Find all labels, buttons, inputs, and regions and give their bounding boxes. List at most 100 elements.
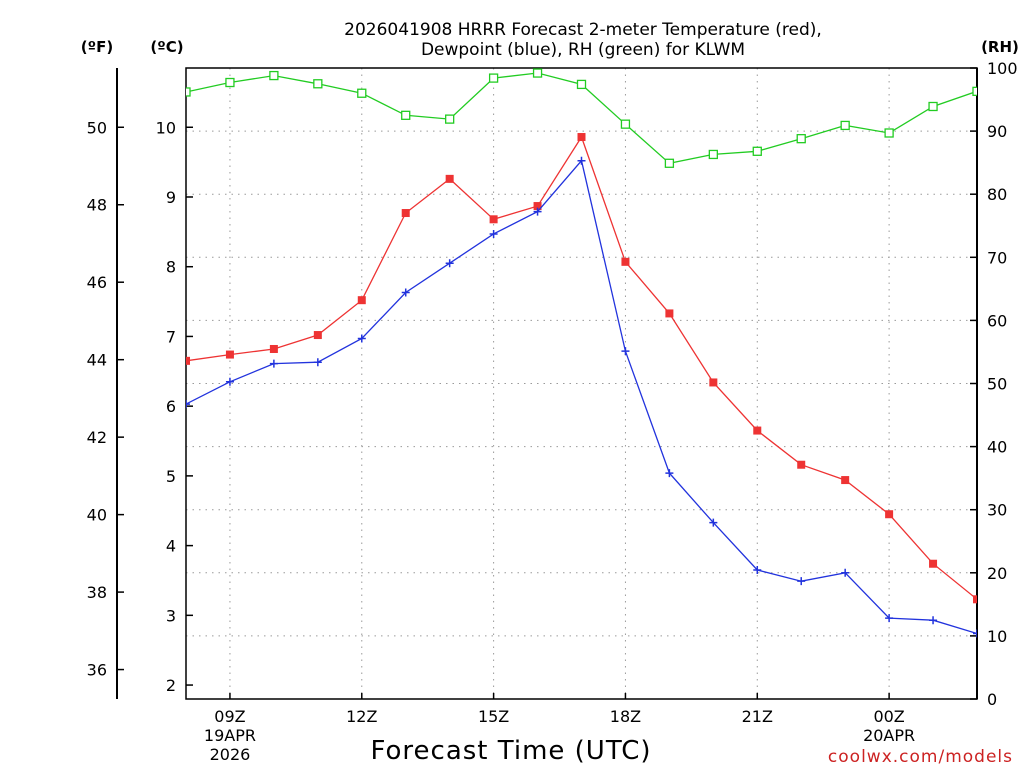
celsius-axis: 2 3 4 5 6 7 8 9 10 <box>156 118 193 695</box>
rh-point <box>972 86 977 96</box>
temperature-point <box>269 344 278 353</box>
temperature-point <box>489 215 498 224</box>
temperature-point <box>225 350 234 359</box>
rh-axis: 0 10 20 30 40 50 60 70 80 90 100 <box>970 59 1018 709</box>
rh-point <box>357 88 367 98</box>
date-label: 20APR <box>863 726 915 745</box>
dewpoint-point <box>533 207 542 216</box>
temperature-point <box>929 559 938 568</box>
time-tick-label: 21Z <box>742 707 773 726</box>
rh-point <box>445 114 455 124</box>
time-tick-label: 12Z <box>346 707 377 726</box>
rh-tick-label: 0 <box>987 690 997 709</box>
rh-point <box>225 77 235 88</box>
dewpoint-point <box>797 577 806 586</box>
rh-tick-label: 80 <box>987 185 1007 204</box>
temperature-point <box>401 209 410 218</box>
temperature-point <box>885 510 894 519</box>
dewpoint-point <box>665 469 674 478</box>
time-tick-label: 18Z <box>610 707 641 726</box>
rh-point <box>401 110 411 120</box>
dewpoint-point <box>445 259 454 268</box>
fahrenheit-tick-label: 42 <box>87 428 107 447</box>
dewpoint-point <box>577 156 586 165</box>
rh-tick-label: 50 <box>987 375 1007 394</box>
dewpoint-point <box>186 400 190 409</box>
rh-point <box>928 101 938 112</box>
dewpoint-point <box>621 347 630 356</box>
dewpoint-point <box>401 288 410 297</box>
celsius-tick-label: 10 <box>156 118 176 137</box>
fahrenheit-tick-label: 50 <box>87 118 107 137</box>
celsius-tick-label: 4 <box>166 537 176 556</box>
temperature-point <box>753 426 762 435</box>
rh-tick-label: 30 <box>987 501 1007 520</box>
temperature-point <box>313 331 322 340</box>
fahrenheit-unit-label: (ºF) <box>81 38 113 56</box>
series-layer <box>186 68 977 638</box>
temperature-point <box>577 133 586 142</box>
dewpoint-point <box>489 229 498 238</box>
rh-point <box>186 87 191 97</box>
temperature-point <box>186 356 190 365</box>
rh-point <box>532 68 543 78</box>
dewpoint-point <box>269 359 278 368</box>
rh-tick-label: 20 <box>987 564 1007 583</box>
rh-tick-label: 90 <box>987 122 1007 141</box>
time-tick-label: 09Z <box>214 707 245 726</box>
dewpoint-point <box>929 616 938 625</box>
rh-point <box>884 128 894 138</box>
temperature-line <box>186 135 977 600</box>
dewpoint-point <box>885 614 894 623</box>
dewpoint-point <box>841 568 850 577</box>
fahrenheit-tick-label: 44 <box>87 351 107 370</box>
fahrenheit-tick-label: 40 <box>87 506 107 525</box>
temperature-point <box>665 309 674 318</box>
fahrenheit-tick-label: 38 <box>87 583 107 602</box>
credit-label: coolwx.com/models <box>828 747 1013 767</box>
dewpoint-series <box>186 156 977 638</box>
grid-lines <box>186 67 977 700</box>
rh-point <box>488 73 499 83</box>
fahrenheit-axis: 36 38 40 42 44 46 48 50 <box>87 118 124 680</box>
celsius-unit-label: (ºC) <box>150 38 183 56</box>
temperature-point <box>445 174 454 183</box>
dewpoint-point <box>753 566 762 575</box>
temperature-point <box>841 476 850 485</box>
rh-point <box>840 120 850 131</box>
dewpoint-point <box>357 334 366 343</box>
dewpoint-point <box>709 518 718 527</box>
year-label: 2026 <box>210 745 251 764</box>
dewpoint-point <box>313 358 322 367</box>
dewpoint-line <box>186 159 977 635</box>
temperature-point <box>797 460 806 469</box>
time-tick-label: 15Z <box>478 707 509 726</box>
time-tick-label: 00Z <box>873 707 904 726</box>
rh-point <box>576 79 587 90</box>
rh-point <box>752 146 762 156</box>
temperature-point <box>357 296 366 305</box>
temperature-series <box>186 133 977 604</box>
chart-title-line2: Dewpoint (blue), RH (green) for KLWM <box>421 40 745 60</box>
dewpoint-point <box>225 377 234 386</box>
celsius-tick-label: 2 <box>166 676 176 695</box>
rh-point <box>313 79 323 89</box>
celsius-tick-label: 3 <box>166 606 176 625</box>
temperature-point <box>709 378 718 387</box>
fahrenheit-tick-label: 46 <box>87 273 107 292</box>
rh-tick-label: 40 <box>987 438 1007 457</box>
celsius-tick-label: 5 <box>166 467 176 486</box>
celsius-tick-label: 7 <box>166 327 176 346</box>
fahrenheit-tick-label: 48 <box>87 196 107 215</box>
rh-point <box>796 134 806 144</box>
x-axis-title: Forecast Time (UTC) <box>370 736 651 766</box>
date-label: 19APR <box>204 726 256 745</box>
fahrenheit-tick-label: 36 <box>87 661 107 680</box>
temperature-point <box>973 595 977 604</box>
rh-tick-label: 100 <box>987 59 1018 78</box>
rh-point <box>620 119 631 129</box>
rh-series <box>186 68 977 168</box>
temperature-point <box>533 202 542 211</box>
rh-point <box>708 149 718 160</box>
